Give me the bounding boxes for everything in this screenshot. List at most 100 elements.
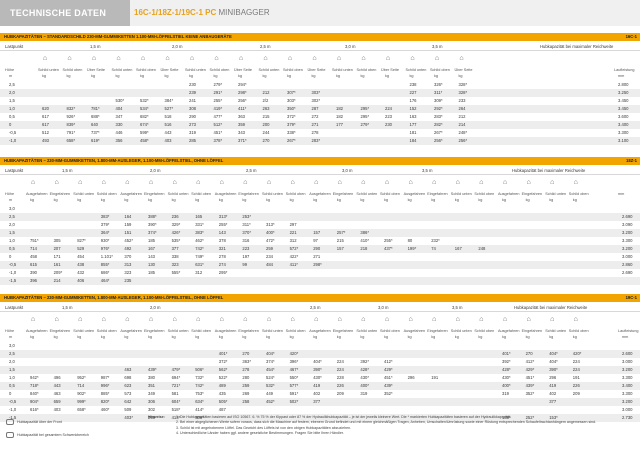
column-header: Höhe [5, 329, 15, 333]
capacity-cell: 372* [287, 114, 296, 119]
front-icon: ⌂ [172, 179, 177, 186]
unit-label: kg [478, 335, 483, 339]
unit-label: kg [360, 198, 365, 202]
capacity-cell: 3.000 [622, 407, 633, 412]
capacity-cell: 319 [360, 391, 368, 396]
capacity-cell: 163 [409, 114, 417, 119]
lastpunkt-label: Lastpunkt [5, 44, 24, 49]
capacity-cell: 529 [77, 246, 85, 251]
height-cell: 1,0 [9, 238, 15, 243]
height-cell: -1,5 [9, 415, 17, 420]
capacity-cell: 832* [66, 106, 76, 111]
unit-row: m kg kg kg kg kg kg kg kg kg kg kg kg kg kg kg kg kg kg kg k… [0, 334, 640, 340]
side-icon: ⌂ [432, 179, 437, 186]
capacity-cell: 926* [66, 114, 76, 119]
reach-group-2: 2,5 m [260, 44, 271, 49]
column-header: Eingefahren [332, 192, 354, 196]
capacity-cell: 257* [336, 230, 346, 235]
capacity-cell: 278 [311, 130, 319, 135]
capacity-cell: 323 [124, 270, 132, 275]
capacity-cell: 3.450 [618, 98, 629, 103]
capacity-cell: 164 [124, 214, 132, 219]
capacity-cell: 460* [100, 407, 110, 412]
capacity-cell: 454* [266, 367, 275, 372]
table-row: -1,5 403* 298 413* 308* 135* 252* 153* 2.730 [0, 414, 640, 422]
capacity-cell: 226 [572, 383, 580, 388]
capacity-cell: 512* [213, 122, 223, 127]
capacity-cell: 328* [458, 82, 468, 87]
capacity-cell: 412* [525, 359, 535, 364]
capacity-cell: 191 [572, 375, 580, 380]
reach-groups: Lastpunkt 1,5 m 2,0 m 2,5 m 3,0 m 3,5 m Hubkap… [0, 167, 640, 175]
capacity-cell: 429* [525, 367, 535, 372]
column-header: Schild unten [258, 68, 280, 72]
capacity-cell: 309* [434, 98, 443, 103]
capacity-cell: 642 [124, 399, 132, 404]
column-header: Schild oben [62, 68, 83, 72]
capacity-cell: 165 [195, 214, 203, 219]
capacity-cell: 256* [238, 98, 247, 103]
table-model-code: 18Z-1 [626, 158, 637, 163]
capacity-cell: 297 [289, 222, 297, 227]
capacity-cell: 321 [218, 246, 226, 251]
capacity-cell: 223 [385, 114, 392, 119]
capacity-cell: 290 [189, 114, 196, 119]
unit-label: kg [454, 198, 459, 202]
capacity-cell: 791* [66, 130, 76, 135]
column-header: Eingefahren [144, 329, 165, 333]
capacity-cell: 509 [124, 407, 132, 412]
model-line: 16C-1/18Z-1/19C-1 PC MINIBAGGER [134, 0, 270, 26]
capacity-cell: 329* [171, 222, 181, 227]
capacity-cell: 714 [77, 383, 85, 388]
column-header: Schild oben [283, 68, 303, 72]
capacity-cell: 413* [171, 415, 181, 420]
height-cell: -0,5 [9, 399, 17, 404]
unit-label: kg [407, 335, 412, 339]
unit-label: kg [572, 335, 577, 339]
capacity-cell: 241 [189, 98, 196, 103]
capacity-cell: 404* [266, 351, 275, 356]
capacity-cell: 406 [77, 278, 85, 283]
capacity-cell: 352* [525, 391, 535, 396]
column-header: mm [618, 192, 625, 196]
capacity-cell: 631* [195, 262, 204, 267]
capacity-cell: 439* [525, 383, 535, 388]
table-row: -1,0 616* 403 658* 460* 509 302 518* 414* 487 3.00… [0, 406, 640, 414]
table-row: -1,0 390 209* 432 686* 323 185 555* 312 295* 2.690 [0, 269, 640, 277]
capacity-cell: 151 [124, 230, 132, 235]
table-row: 2,0 239 291* 298* 212 307* 303* 227 311* 328* 3.25… [0, 89, 640, 97]
side-icon: ⌂ [479, 179, 484, 186]
page-header: TECHNISCHE DATEN 16C-1/18Z-1/19C-1 PC MI… [0, 0, 640, 26]
capacity-cell: 177 [409, 122, 417, 127]
capacity-cell: 298* [313, 262, 322, 267]
capacity-cell: 737* [91, 130, 100, 135]
capacity-cell: 518* [171, 407, 181, 412]
hint-label: Hinweise: [148, 415, 165, 419]
column-header: Ausgefahren [403, 329, 426, 333]
column-header: Schild oben [209, 68, 230, 72]
capacity-cell: 477* [213, 114, 223, 119]
capacity-cell: 184 [409, 138, 417, 143]
capacity-cell: 228 [336, 375, 344, 380]
column-header: Schild oben [380, 329, 400, 333]
capacity-cell: 272 [311, 114, 319, 119]
capacity-cell: 191 [431, 375, 439, 380]
capacity-cell: 855* [100, 262, 110, 267]
capacity-cell: 350* [287, 106, 296, 111]
unit-label: kg [336, 198, 341, 202]
capacity-cell: 446 [115, 130, 123, 135]
capacity-cell: 404* [549, 351, 558, 356]
capacity-cell: 224 [572, 367, 580, 372]
reach-group-3: 3,0 m [378, 305, 389, 310]
capacity-cell: 3.100 [618, 138, 629, 143]
capacity-cell: 185 [148, 238, 155, 243]
reach-groups: Lastpunkt 1,5 m 2,0 m 2,5 m 3,0 m 3,5 m Hubkap… [0, 304, 640, 312]
capacity-cell: 167 [454, 246, 462, 251]
section-tag: TECHNISCHE DATEN [0, 0, 130, 26]
capacity-cell: 374* [266, 359, 275, 364]
capacity-cell: 3.000 [622, 359, 633, 364]
column-header: Ausgefahren [498, 329, 520, 333]
table-title-text: HUBKAPAZITÄTEN – 230-MM-GUMMIKETTEN, 1.8… [4, 158, 224, 163]
capacity-cell: 377 [313, 399, 321, 404]
table-row: -1,5 396 214 406 464* 235 [0, 277, 640, 285]
